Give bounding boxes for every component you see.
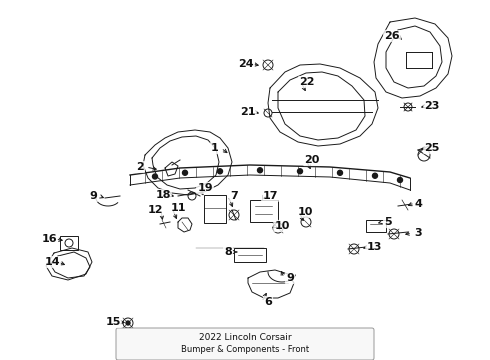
Text: 16: 16 <box>41 234 57 244</box>
Circle shape <box>218 169 222 174</box>
Bar <box>60 236 78 250</box>
Circle shape <box>297 169 302 174</box>
Text: Bumper & Components - Front: Bumper & Components - Front <box>181 346 309 355</box>
Text: 23: 23 <box>424 101 440 111</box>
Circle shape <box>258 168 263 173</box>
Text: 2022 Lincoln Corsair: 2022 Lincoln Corsair <box>198 333 292 342</box>
Text: 6: 6 <box>264 297 272 307</box>
Text: 20: 20 <box>304 155 319 165</box>
Text: 9: 9 <box>89 191 97 201</box>
Text: 10: 10 <box>274 221 290 231</box>
Text: 2: 2 <box>136 162 144 172</box>
Bar <box>250 200 278 222</box>
Text: 1: 1 <box>211 143 219 153</box>
Text: 19: 19 <box>197 183 213 193</box>
Text: 15: 15 <box>105 317 121 327</box>
Circle shape <box>182 170 188 175</box>
Text: 7: 7 <box>230 191 238 201</box>
Bar <box>204 195 226 223</box>
Text: 12: 12 <box>147 205 163 215</box>
Text: 25: 25 <box>424 143 440 153</box>
Text: 3: 3 <box>414 228 422 238</box>
Text: 10: 10 <box>297 207 313 217</box>
Text: 13: 13 <box>367 242 382 252</box>
Circle shape <box>126 321 130 325</box>
FancyBboxPatch shape <box>116 328 374 360</box>
Text: 11: 11 <box>170 203 186 213</box>
Text: 21: 21 <box>240 107 256 117</box>
Text: 22: 22 <box>299 77 315 87</box>
Text: 9: 9 <box>286 273 294 283</box>
Circle shape <box>152 174 157 179</box>
Circle shape <box>338 170 343 175</box>
Text: 26: 26 <box>384 31 400 41</box>
Text: 8: 8 <box>224 247 232 257</box>
Bar <box>366 220 386 232</box>
Text: 14: 14 <box>44 257 60 267</box>
Text: 24: 24 <box>238 59 254 69</box>
Circle shape <box>397 177 402 183</box>
Text: 4: 4 <box>414 199 422 209</box>
Bar <box>234 248 266 262</box>
Text: 5: 5 <box>384 217 392 227</box>
Text: 18: 18 <box>155 190 171 200</box>
Text: 17: 17 <box>262 191 278 201</box>
Circle shape <box>372 173 377 178</box>
